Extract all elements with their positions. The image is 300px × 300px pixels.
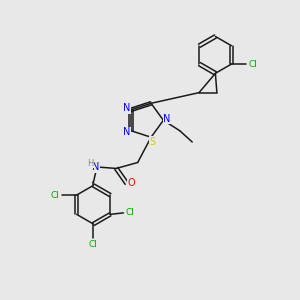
Text: S: S	[149, 137, 156, 147]
Text: N: N	[92, 162, 99, 172]
Text: H: H	[87, 159, 94, 168]
Text: Cl: Cl	[126, 208, 134, 217]
Text: Cl: Cl	[248, 60, 257, 69]
Text: Cl: Cl	[51, 190, 60, 200]
Text: N: N	[123, 103, 130, 113]
Text: N: N	[123, 127, 130, 137]
Text: Cl: Cl	[89, 240, 98, 249]
Text: N: N	[163, 114, 171, 124]
Text: O: O	[128, 178, 135, 188]
